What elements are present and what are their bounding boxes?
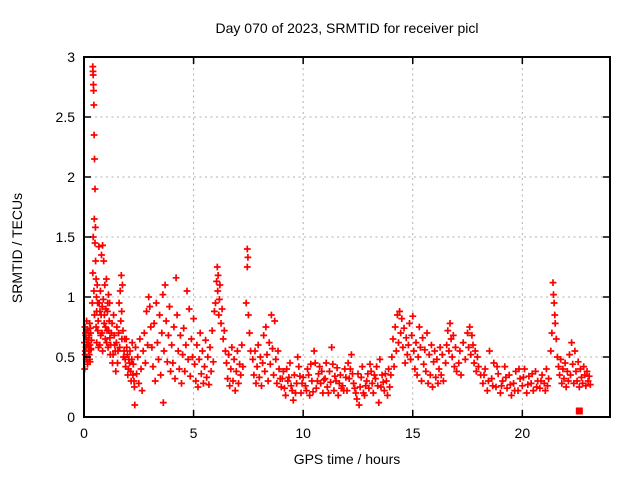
chart-title: Day 070 of 2023, SRMTID for receiver pic… <box>215 20 479 36</box>
y-tick-label: 1 <box>67 289 75 305</box>
y-tick-label: 2 <box>67 169 75 185</box>
y-tick-label: 0.5 <box>56 349 76 365</box>
y-tick-label: 0 <box>67 409 75 425</box>
x-axis-label: GPS time / hours <box>293 451 401 467</box>
y-tick-label: 2.5 <box>56 109 76 125</box>
outlier-square-marker <box>575 407 583 415</box>
x-tick-label: 10 <box>295 425 311 441</box>
x-tick-label: 0 <box>80 425 88 441</box>
y-tick-label: 1.5 <box>56 229 76 245</box>
x-tick-label: 5 <box>190 425 198 441</box>
x-tick-label: 20 <box>515 425 531 441</box>
x-tick-label: 15 <box>405 425 421 441</box>
y-tick-label: 3 <box>67 49 75 65</box>
